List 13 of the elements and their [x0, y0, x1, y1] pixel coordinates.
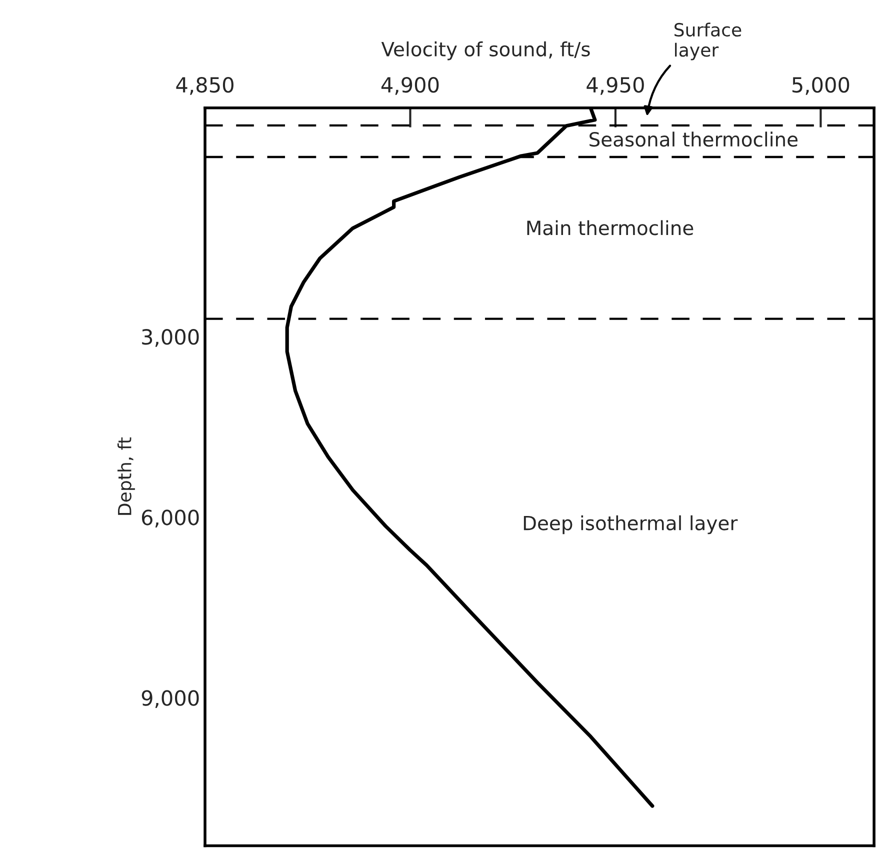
annotation: Main thermocline: [527, 220, 694, 236]
annotation: Seasonal thermocline: [590, 132, 798, 147]
text: Surface layer: [674, 22, 742, 60]
x-tick-label: 4,900: [381, 76, 439, 95]
x-tick-label: 4,850: [176, 76, 234, 95]
y-tick-label: 9,000: [142, 690, 199, 708]
y-tick-label: 6,000: [142, 510, 199, 528]
x-tick-label: 4,950: [586, 76, 644, 95]
annotation: Deep isothermal layer: [524, 515, 738, 534]
x-axis-title: Velocity of sound, ft/s: [381, 41, 590, 60]
x-tick-label: 5,000: [792, 76, 850, 95]
y-tick-label: 3,000: [142, 329, 199, 347]
y-axis-title: Depth, ft: [117, 437, 135, 515]
